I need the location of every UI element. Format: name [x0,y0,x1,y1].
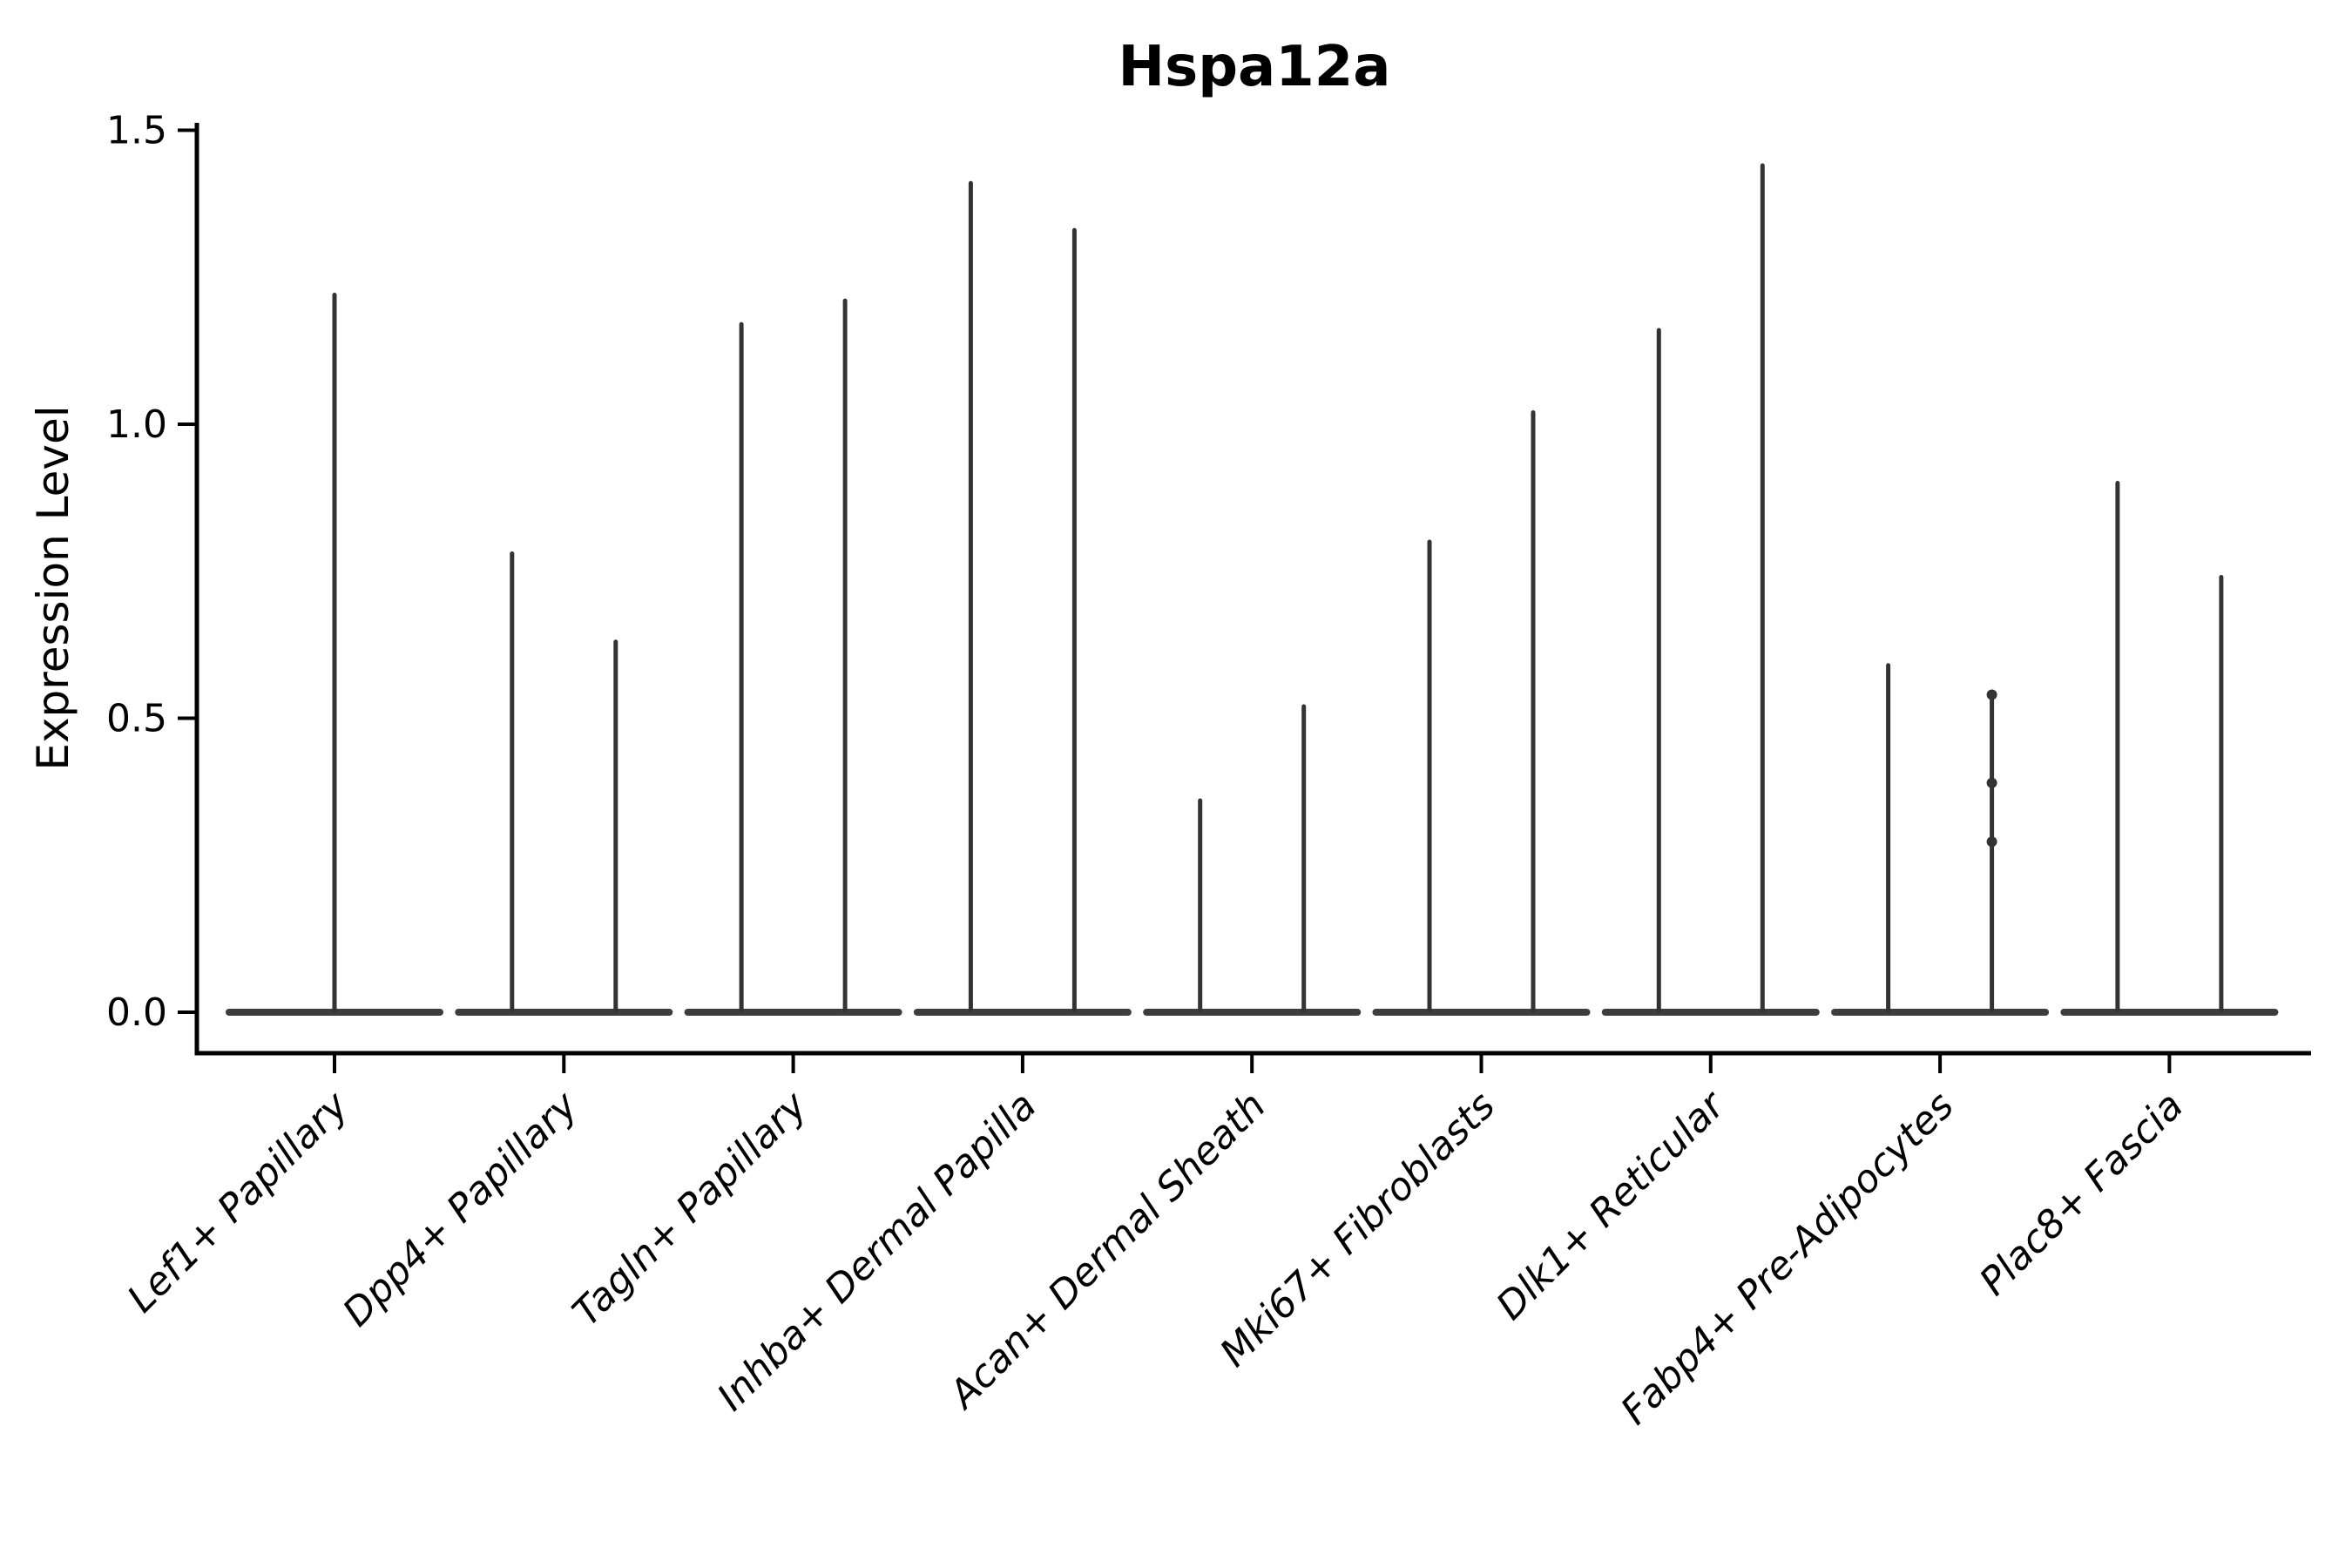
y-tick-label: 1.0 [106,402,167,447]
plot-title: Hspa12a [1119,35,1391,99]
y-axis-label: Expression Level [28,405,78,770]
x-tick-label: Plac8+ Fascia [1971,1084,2192,1304]
jitter-point [1986,689,1997,700]
x-tick-label: Dlk1+ Reticular [1488,1082,1734,1328]
violins-layer [226,163,2279,1016]
y-tick-label: 0.0 [106,990,167,1035]
x-tick-label: Dpp4+ Papillary [335,1083,587,1335]
x-tick-label: Tagln+ Papillary [564,1083,816,1335]
jitter-point [1986,777,1997,788]
y-tick-label: 0.5 [106,697,167,741]
jitter-point [1986,836,1997,848]
y-tick-label: 1.5 [106,109,167,153]
points-layer [1986,689,1997,848]
x-tick-label: Lef1+ Papillary [119,1083,358,1321]
